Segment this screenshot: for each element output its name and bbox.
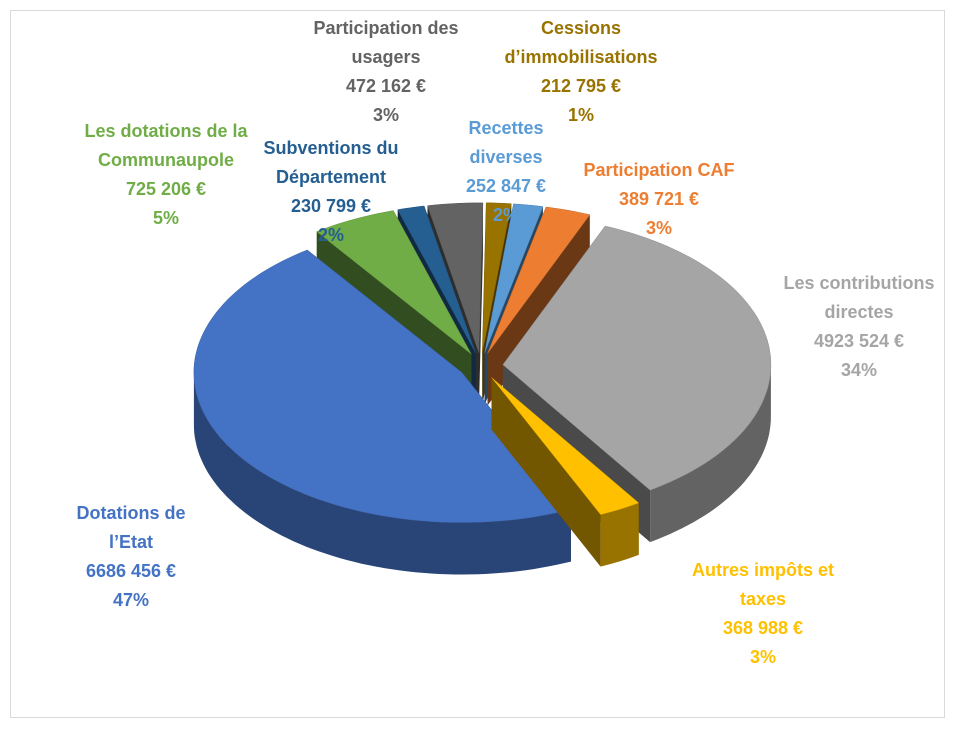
slice xyxy=(502,225,772,491)
value-label: 230 799 € xyxy=(290,196,372,216)
slice-wall xyxy=(479,202,483,405)
percent-label: 47% xyxy=(112,590,150,610)
percent-label: 2% xyxy=(492,205,519,225)
data-label: Participation des usagers 472 162 € 3% xyxy=(286,14,486,130)
chart-frame: Dotations de l’Etat 6686 456 € 47% Les dota… xyxy=(10,10,945,718)
percent-label: 3% xyxy=(749,647,776,667)
slice-side xyxy=(600,502,639,567)
value-label: 472 162 € xyxy=(345,76,427,96)
category-name: Cessions d’immobilisations xyxy=(504,18,658,67)
pie-chart xyxy=(193,202,772,575)
slice xyxy=(193,249,572,523)
percent-label: 34% xyxy=(840,360,878,380)
category-name: Participation des usagers xyxy=(313,18,459,67)
data-label: Les dotations de la Communaupole 725 206 … xyxy=(79,117,254,233)
value-label: 4923 524 € xyxy=(813,331,905,351)
data-label: Autres impôts et taxes 368 988 € 3% xyxy=(671,556,856,672)
data-label: Subventions du Département 230 799 € 2% xyxy=(244,134,419,250)
value-label: 725 206 € xyxy=(125,179,207,199)
percent-label: 3% xyxy=(645,218,672,238)
slice xyxy=(316,210,472,355)
category-name: Recettes diverses xyxy=(468,118,544,167)
data-label: Cessions d’immobilisations 212 795 € 1% xyxy=(481,14,681,130)
category-name: Dotations de l’Etat xyxy=(76,503,186,552)
slice-side xyxy=(193,372,571,575)
data-label: Dotations de l’Etat 6686 456 € 47% xyxy=(61,499,201,615)
value-label: 252 847 € xyxy=(465,176,547,196)
value-label: 368 988 € xyxy=(722,618,804,638)
slice xyxy=(484,203,544,354)
category-name: Les dotations de la Communaupole xyxy=(84,121,248,170)
slice xyxy=(397,205,476,354)
percent-label: 1% xyxy=(567,105,594,125)
slice-side xyxy=(650,364,771,543)
data-label: Les contributions directes 4923 524 € 34% xyxy=(762,269,955,385)
category-name: Subventions du Département xyxy=(263,138,399,187)
value-label: 212 795 € xyxy=(540,76,622,96)
slice xyxy=(491,377,640,515)
data-label: Participation CAF 389 721 € 3% xyxy=(559,156,759,243)
value-label: 389 721 € xyxy=(618,189,700,209)
value-label: 6686 456 € xyxy=(85,561,177,581)
slice-wall xyxy=(491,377,601,567)
percent-label: 2% xyxy=(317,225,344,245)
data-label: Recettes diverses 252 847 € 2% xyxy=(459,114,554,230)
category-name: Les contributions directes xyxy=(783,273,935,322)
category-name: Autres impôts et taxes xyxy=(691,560,835,609)
percent-label: 3% xyxy=(372,105,399,125)
slice xyxy=(482,202,512,353)
percent-label: 5% xyxy=(152,208,179,228)
category-name: Participation CAF xyxy=(583,160,735,180)
slice xyxy=(427,202,484,353)
slice xyxy=(487,206,591,354)
